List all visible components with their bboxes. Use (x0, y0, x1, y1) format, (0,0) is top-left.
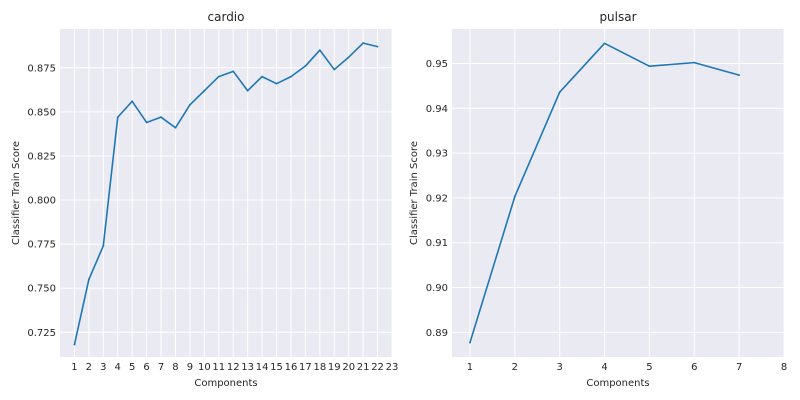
chart-title: cardio (208, 10, 245, 24)
x-tick-label: 1 (467, 362, 473, 373)
data-point (102, 245, 105, 247)
y-tick-label: 0.875 (27, 63, 56, 74)
x-axis-label: Components (194, 378, 257, 389)
y-tick-label: 0.775 (27, 240, 56, 251)
chart-pulsar: 1 2 3 4 5 6 7 8 0.89 0.90 0.91 0.92 0.93 0.94 0.95 puls… (409, 10, 787, 389)
plot-area (452, 29, 784, 357)
data-point (603, 42, 606, 45)
x-tick-label: 16 (285, 362, 298, 373)
data-point (376, 45, 379, 48)
data-point (318, 49, 321, 52)
data-point (87, 278, 90, 281)
data-point (333, 68, 336, 71)
data-point (469, 341, 471, 344)
x-tick-label: 3 (100, 362, 106, 373)
x-tick-label: 4 (601, 362, 607, 373)
y-tick-label: 0.800 (27, 196, 56, 207)
x-tick-label: 14 (256, 362, 269, 373)
x-tick-label: 23 (386, 362, 399, 373)
x-tick-label: 8 (172, 362, 178, 373)
data-point (73, 343, 76, 346)
data-point (145, 121, 148, 124)
x-tick-label: 3 (556, 362, 562, 373)
y-tick-label: 0.94 (426, 104, 448, 115)
data-point (160, 116, 162, 119)
x-tick-label: 9 (187, 362, 193, 373)
y-tick-label: 0.850 (27, 107, 56, 118)
y-axis-label: Classifier Train Score (409, 141, 420, 245)
x-tick-label: 10 (198, 362, 211, 373)
x-tick-label: 6 (143, 362, 149, 373)
x-tick-label: 4 (115, 362, 121, 373)
data-point (558, 91, 561, 94)
data-point (513, 195, 516, 198)
x-tick-label: 6 (691, 362, 697, 373)
data-point (290, 75, 292, 78)
chart-cardio: 1 2 3 4 5 6 7 8 9 10 11 12 13 14 15 16 17 18 19 20 21 22 230.7… (11, 10, 398, 389)
x-axis-label: Components (586, 378, 649, 389)
data-point (261, 75, 263, 78)
y-tick-label: 0.91 (426, 238, 448, 249)
x-tick-label: 13 (241, 362, 254, 373)
data-point (189, 103, 191, 106)
x-tick-label: 15 (270, 362, 283, 373)
x-tick-label: 8 (781, 362, 787, 373)
x-tick-label: 18 (313, 362, 326, 373)
x-tick-label: 1 (71, 362, 77, 373)
data-point (232, 70, 235, 73)
data-point (275, 82, 278, 85)
x-tick-label: 5 (129, 362, 135, 373)
x-tick-label: 2 (86, 362, 92, 373)
data-point (693, 61, 696, 64)
y-tick-label: 0.89 (426, 328, 448, 339)
data-point (116, 116, 119, 119)
data-point (217, 75, 220, 78)
x-tick-label: 7 (736, 362, 742, 373)
x-tick-label: 11 (212, 362, 225, 373)
data-point (648, 65, 651, 68)
y-tick-label: 0.92 (426, 193, 448, 204)
y-tick-label: 0.825 (27, 151, 56, 162)
x-tick-label: 2 (512, 362, 518, 373)
x-tick-label: 20 (342, 362, 355, 373)
data-point (203, 89, 206, 92)
x-tick-label: 12 (227, 362, 240, 373)
x-tick-label: 22 (371, 362, 384, 373)
y-tick-label: 0.750 (27, 284, 56, 295)
y-tick-label: 0.93 (426, 149, 448, 160)
data-point (347, 56, 350, 59)
y-tick-label: 0.90 (426, 283, 448, 294)
x-tick-label: 17 (299, 362, 312, 373)
y-tick-label: 0.725 (27, 328, 56, 339)
plot-area (60, 29, 392, 357)
x-tick-label: 5 (646, 362, 652, 373)
chart-title: pulsar (599, 10, 636, 24)
x-tick-label: 21 (357, 362, 370, 373)
data-point (362, 42, 365, 45)
series-line (73, 42, 378, 345)
data-point (131, 100, 134, 103)
data-point (246, 89, 249, 92)
data-point (304, 65, 307, 67)
x-tick-label: 7 (158, 362, 164, 373)
data-point (174, 126, 177, 129)
y-axis-label: Classifier Train Score (11, 141, 22, 245)
x-tick-label: 19 (328, 362, 341, 373)
y-tick-label: 0.95 (426, 59, 448, 70)
data-point (738, 74, 741, 77)
